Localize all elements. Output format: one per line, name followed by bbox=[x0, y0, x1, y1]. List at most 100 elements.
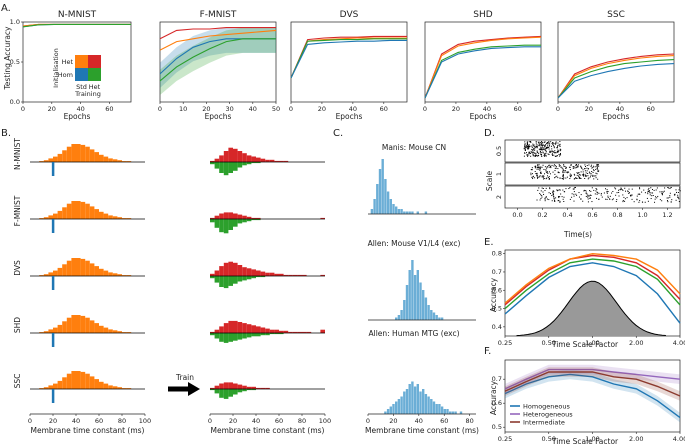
x-tick-label: 40 bbox=[616, 105, 624, 113]
spike bbox=[569, 198, 571, 200]
spike bbox=[558, 164, 560, 166]
spike bbox=[527, 145, 529, 147]
init-hist-bar bbox=[94, 209, 99, 219]
spike bbox=[596, 167, 598, 169]
spike bbox=[624, 198, 626, 200]
spike bbox=[524, 150, 526, 152]
spike bbox=[554, 200, 556, 202]
spike bbox=[562, 178, 564, 180]
accuracy-curve bbox=[504, 262, 681, 324]
trained-neg-bar bbox=[223, 333, 229, 343]
hist-bar bbox=[416, 211, 419, 214]
hist-bar bbox=[443, 409, 446, 414]
trained-pos-bar bbox=[214, 158, 220, 162]
spike bbox=[597, 171, 599, 173]
spike bbox=[650, 187, 652, 189]
spike bbox=[590, 194, 592, 196]
spike bbox=[624, 200, 626, 202]
x-tick-label: 4.00 bbox=[673, 339, 685, 347]
spike bbox=[588, 164, 590, 166]
spike bbox=[547, 171, 549, 173]
homogeneous-marker bbox=[51, 219, 55, 233]
train-arrow-head bbox=[188, 382, 200, 396]
legend-cell bbox=[75, 68, 88, 81]
panel-d: Scale Time(s) 0.5 1 2 0.0 0.2 0.4 0.6 0.8 1.0 1.2 bbox=[485, 139, 681, 239]
spike bbox=[583, 189, 585, 191]
hist-bar bbox=[395, 317, 398, 320]
spike bbox=[559, 201, 561, 203]
spike bbox=[581, 167, 583, 169]
spike bbox=[562, 168, 564, 170]
hist-bar bbox=[454, 411, 457, 414]
spike bbox=[569, 169, 571, 171]
spike bbox=[546, 172, 548, 174]
init-hist-bar bbox=[126, 388, 132, 389]
init-hist-bar bbox=[57, 380, 63, 389]
spike bbox=[535, 165, 537, 167]
spike bbox=[580, 198, 582, 200]
trained-pos-bar bbox=[233, 213, 238, 219]
trained-neg-bar bbox=[223, 389, 229, 399]
trained-pos-bar bbox=[269, 272, 275, 276]
spike bbox=[615, 194, 617, 196]
raster-tick-label: 1 bbox=[495, 172, 503, 176]
spike bbox=[557, 196, 559, 198]
hist-bar bbox=[384, 179, 387, 214]
spike bbox=[534, 167, 536, 169]
spike bbox=[597, 164, 599, 166]
panel-a-subplot-ssc: SSC Epochs 0 20 40 60 bbox=[556, 10, 675, 121]
spike bbox=[578, 172, 580, 174]
spike bbox=[555, 142, 557, 144]
x-tick-label: 0 bbox=[158, 105, 162, 113]
accuracy-line bbox=[290, 38, 407, 79]
spike bbox=[573, 191, 575, 193]
hist-bar bbox=[424, 297, 428, 320]
spike bbox=[547, 146, 549, 148]
spike bbox=[636, 199, 638, 201]
subplot-frame bbox=[290, 21, 408, 103]
spike bbox=[529, 145, 531, 147]
spike bbox=[554, 167, 556, 169]
init-hist-bar bbox=[39, 332, 44, 333]
spike bbox=[550, 150, 552, 152]
spike bbox=[564, 171, 566, 173]
spike bbox=[625, 190, 627, 192]
hist-bar bbox=[438, 404, 441, 414]
spike bbox=[524, 144, 526, 146]
spike bbox=[527, 147, 529, 149]
y-tick-label: 0.8 bbox=[492, 250, 502, 258]
trained-pos-bar bbox=[265, 272, 270, 276]
hist-bar bbox=[400, 209, 403, 214]
init-hist-bar bbox=[122, 275, 127, 276]
hist-bar bbox=[405, 389, 409, 414]
spike bbox=[536, 146, 538, 148]
spike bbox=[570, 165, 572, 167]
spike bbox=[655, 189, 657, 191]
spike bbox=[532, 148, 534, 150]
hist-bar bbox=[397, 315, 401, 320]
spike bbox=[557, 142, 559, 144]
init-hist-bar bbox=[117, 160, 122, 162]
spike bbox=[528, 145, 530, 147]
spike bbox=[557, 149, 559, 151]
hist-bar bbox=[405, 285, 409, 320]
spike bbox=[540, 148, 542, 150]
spike bbox=[585, 190, 587, 192]
x-tick-label: 1.00 bbox=[585, 435, 599, 443]
trained-pos-bar bbox=[283, 330, 289, 333]
trained-pos-bar bbox=[256, 326, 261, 333]
trained-neg-bar bbox=[214, 389, 220, 394]
spike bbox=[588, 194, 590, 196]
spike bbox=[580, 198, 582, 200]
spike bbox=[545, 154, 547, 156]
spike bbox=[606, 192, 608, 194]
x-tick-label: 20 bbox=[229, 417, 237, 425]
spike bbox=[569, 187, 571, 189]
trained-neg-bar bbox=[214, 219, 220, 228]
spike bbox=[546, 146, 548, 148]
init-hist-bar bbox=[80, 371, 86, 389]
spike bbox=[676, 191, 678, 193]
spike bbox=[565, 170, 567, 172]
spike bbox=[542, 178, 544, 180]
trained-pos-bar bbox=[246, 155, 252, 162]
